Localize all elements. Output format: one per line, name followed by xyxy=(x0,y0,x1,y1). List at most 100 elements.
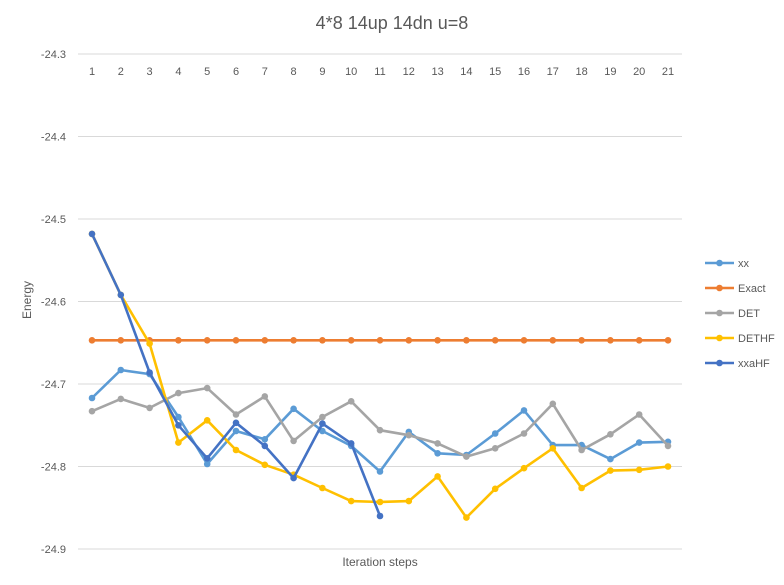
x-axis-tick-labels: 1 2 3 4 5 6 7 8 9 10 11 12 13 14 15 16 17 18 19 20 21 xyxy=(89,66,674,78)
x-tick-label: 11 xyxy=(374,66,385,78)
data-point xyxy=(434,450,441,457)
legend-label: xx xyxy=(738,258,750,270)
data-point xyxy=(607,337,614,344)
data-point xyxy=(319,337,326,344)
data-point xyxy=(578,484,585,492)
data-point xyxy=(146,404,153,412)
legend-item-xx: xx xyxy=(705,258,750,270)
y-tick-label: -24.9 xyxy=(41,544,66,556)
data-point xyxy=(376,468,384,475)
data-point xyxy=(290,474,297,482)
series-line xyxy=(90,232,670,519)
data-point xyxy=(175,337,182,344)
y-tick-label: -24.6 xyxy=(41,297,66,309)
legend-swatch-marker xyxy=(716,359,723,367)
x-tick-label: 5 xyxy=(204,66,210,78)
data-point xyxy=(203,384,211,392)
data-point xyxy=(463,337,470,344)
data-point xyxy=(261,337,269,344)
data-point xyxy=(261,393,269,400)
data-point xyxy=(290,437,297,445)
data-point xyxy=(520,337,528,344)
x-tick-label: 13 xyxy=(431,66,443,78)
legend-item-det: DET xyxy=(705,308,760,320)
data-point xyxy=(434,440,441,447)
data-point xyxy=(664,463,672,470)
x-tick-label: 1 xyxy=(89,66,95,78)
x-tick-label: 20 xyxy=(633,66,645,78)
x-tick-label: 2 xyxy=(118,66,124,78)
data-point xyxy=(203,455,211,462)
legend-swatch-marker xyxy=(716,334,723,342)
y-tick-label: -24.8 xyxy=(41,462,66,474)
data-point xyxy=(88,407,96,415)
legend-item-xxahf: xxaHF xyxy=(705,358,770,370)
data-point xyxy=(607,431,614,438)
data-point xyxy=(347,497,355,505)
chart-title: 4*8 14up 14dn u=8 xyxy=(316,13,469,33)
data-point xyxy=(664,337,672,344)
data-point xyxy=(635,439,643,446)
x-tick-label: 12 xyxy=(403,66,415,78)
data-point xyxy=(261,442,269,450)
legend-swatch-marker xyxy=(716,309,723,317)
data-point xyxy=(88,230,96,238)
data-point xyxy=(175,439,182,446)
data-point xyxy=(578,446,585,454)
data-point xyxy=(203,337,211,344)
y-axis-title: Energy xyxy=(20,281,34,319)
x-tick-label: 17 xyxy=(547,66,559,78)
data-point xyxy=(405,431,413,439)
series-det xyxy=(88,384,672,460)
data-point xyxy=(405,337,413,344)
legend-item-dethf: DETHF xyxy=(705,333,775,345)
data-point xyxy=(376,498,384,506)
data-point xyxy=(117,395,125,403)
x-tick-label: 10 xyxy=(345,66,357,78)
data-point xyxy=(664,442,672,450)
x-tick-label: 3 xyxy=(147,66,153,78)
data-point xyxy=(232,419,240,427)
data-point xyxy=(117,366,125,374)
x-tick-label: 14 xyxy=(460,66,472,78)
data-point xyxy=(290,337,297,344)
data-point xyxy=(578,337,585,344)
data-point xyxy=(319,484,326,492)
data-point xyxy=(232,446,240,454)
legend: xx Exact DET DETHF xxaHF xyxy=(705,258,775,370)
data-point xyxy=(463,453,470,460)
series-xxahf xyxy=(88,230,384,520)
data-point xyxy=(491,485,499,493)
data-point xyxy=(117,291,125,299)
x-tick-label: 18 xyxy=(575,66,587,78)
y-tick-label: -24.4 xyxy=(41,132,66,144)
x-tick-label: 21 xyxy=(662,66,674,78)
data-point xyxy=(520,464,528,472)
legend-label: Exact xyxy=(738,283,766,295)
data-point xyxy=(520,407,528,414)
data-point xyxy=(175,422,182,429)
data-point xyxy=(376,512,384,520)
data-point xyxy=(232,411,240,418)
data-point xyxy=(549,400,557,408)
gridlines xyxy=(78,53,682,550)
data-point xyxy=(290,405,297,413)
data-point xyxy=(635,466,643,474)
data-point xyxy=(88,337,96,344)
x-tick-label: 9 xyxy=(319,66,325,78)
y-axis-tick-labels: -24.3 -24.4 -24.5 -24.6 -24.7 -24.8 -24.9 xyxy=(41,49,66,556)
data-point xyxy=(347,337,355,344)
legend-item-exact: Exact xyxy=(705,283,766,295)
data-point xyxy=(232,337,240,344)
data-point xyxy=(549,337,557,344)
x-tick-label: 16 xyxy=(518,66,530,78)
data-point xyxy=(635,337,643,344)
data-point xyxy=(520,430,528,437)
data-point xyxy=(203,460,211,468)
data-point xyxy=(146,369,153,376)
data-point xyxy=(88,394,96,402)
data-point xyxy=(347,440,355,447)
data-point xyxy=(434,337,441,344)
